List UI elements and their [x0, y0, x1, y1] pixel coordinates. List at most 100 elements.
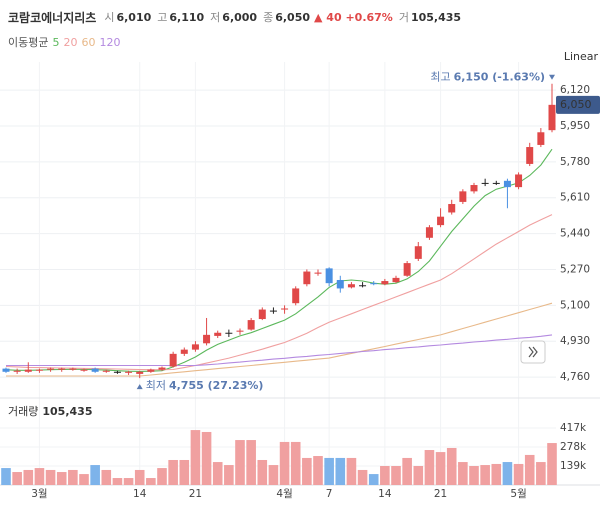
candle-body: [169, 353, 177, 367]
volume-bar: [502, 462, 513, 485]
candle-body: [69, 368, 77, 370]
last-price-tag: [556, 95, 600, 114]
candle-body: [91, 368, 99, 372]
candle-body: [147, 369, 155, 372]
scale-label: Linear: [564, 50, 599, 63]
x-tick-label: 3월: [31, 488, 47, 500]
field-value: 6,010: [116, 11, 151, 24]
volume-tick-label: 139k: [560, 460, 587, 472]
volume-bar: [446, 447, 457, 485]
candle-body: [58, 368, 66, 370]
volume-bar: [168, 459, 178, 485]
stock-name: 코람코에너지리츠: [8, 10, 96, 25]
volume-tick-label: 278k: [560, 441, 587, 453]
candle-body: [470, 185, 478, 192]
legend-entry: 60: [81, 36, 95, 49]
candle-body: [47, 368, 55, 370]
candle-body: [214, 332, 222, 336]
candle-body: [548, 104, 556, 131]
volume-bar: [413, 466, 424, 485]
x-tick-label: 4월: [276, 488, 292, 500]
volume-bar: [335, 457, 346, 485]
candle-body: [526, 147, 534, 164]
high-marker: [549, 74, 555, 80]
volume-bar: [212, 462, 223, 485]
volume-bar: [79, 474, 89, 485]
collapse-icon[interactable]: [528, 346, 538, 358]
candle-body: [537, 132, 545, 145]
legend-entry: 5: [52, 36, 59, 49]
candle-body: [403, 263, 411, 276]
volume-bar: [123, 478, 134, 485]
candle-body: [314, 272, 322, 274]
volume-bar: [235, 440, 245, 485]
low-annotation: 최저 4,755 (27.23%): [146, 379, 264, 392]
high-annotation: 최고 6,150 (-1.63%): [430, 71, 545, 84]
candle-body: [13, 370, 21, 372]
field-value: 6,000: [222, 11, 257, 24]
x-tick-label: 7: [326, 488, 333, 500]
volume-bar: [435, 452, 446, 485]
volume-bar: [524, 454, 535, 485]
volume-bar: [146, 478, 156, 485]
field-label: 시: [104, 11, 114, 24]
volume-bar: [469, 466, 479, 485]
candle-body: [80, 369, 88, 371]
volume-bar: [23, 469, 34, 485]
volume-bar: [402, 457, 412, 485]
volume-bar: [547, 443, 557, 485]
volume-bar: [324, 457, 334, 485]
x-tick-label: 5월: [510, 488, 526, 500]
candle-body: [2, 368, 10, 372]
volume-bar: [491, 463, 502, 485]
candle-body: [492, 182, 500, 184]
volume-bar: [313, 456, 323, 485]
field-label: 저: [210, 11, 220, 24]
volume-bar: [424, 450, 435, 485]
candle-body: [481, 182, 489, 184]
candle-body: [448, 204, 456, 213]
volume-bar: [1, 468, 11, 485]
ma-line: [6, 302, 553, 377]
volume-bar: [190, 430, 201, 485]
volume-bar: [112, 478, 123, 485]
volume-bar: [302, 457, 312, 485]
ma-line: [5, 214, 553, 371]
volume-bar: [201, 431, 212, 485]
candle-body: [24, 369, 32, 372]
volume-bar: [224, 465, 234, 485]
volume-bar: [34, 468, 45, 485]
volume-bar: [45, 469, 56, 485]
x-tick-label: 14: [378, 488, 392, 500]
ma-line: [5, 148, 553, 372]
volume-bar: [290, 441, 301, 485]
candle-body: [247, 320, 255, 330]
volume-bar: [480, 465, 490, 485]
volume-bar: [368, 474, 379, 485]
volume-bar: [257, 459, 268, 485]
volume-bar: [536, 462, 546, 485]
candle-body: [347, 284, 355, 288]
volume-bar: [12, 472, 22, 485]
ma-legend: 이동평균 5 20 60 120: [8, 36, 120, 49]
y-tick-label: 5,780: [560, 156, 590, 168]
y-tick-label: 4,760: [560, 371, 590, 383]
volume-title-label: 거래량: [8, 405, 38, 418]
volume-bar: [279, 441, 290, 485]
legend-entry: 20: [63, 36, 77, 49]
field-value: 6,110: [169, 11, 204, 24]
candle-body: [258, 309, 266, 320]
candle-body: [191, 344, 199, 350]
volume-bar: [357, 469, 368, 485]
y-tick-label: 5,440: [560, 228, 590, 240]
y-tick-label: 5,100: [560, 299, 590, 311]
high-text: 6,150 (-1.63%): [454, 71, 545, 84]
volume-bar: [68, 469, 78, 485]
volume-title: 거래량 105,435: [8, 405, 92, 418]
volume-bar: [90, 465, 100, 485]
ma-line: [6, 334, 553, 367]
candle-body: [336, 279, 344, 289]
field-value: 6,050: [275, 11, 310, 24]
volume-bar: [157, 468, 167, 485]
